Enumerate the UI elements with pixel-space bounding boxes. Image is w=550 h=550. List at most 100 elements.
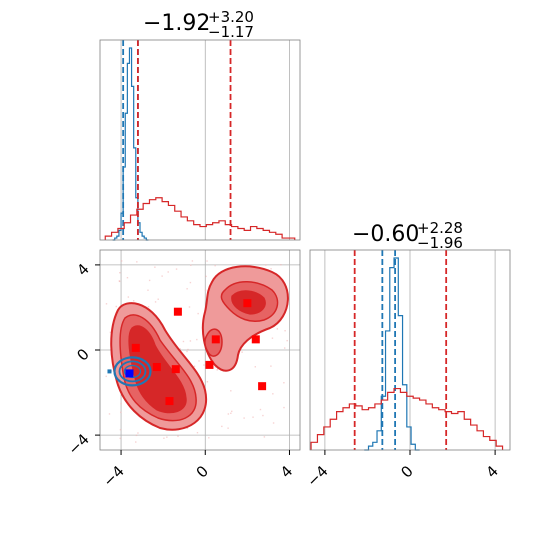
sample-dot — [135, 441, 137, 443]
sample-dot — [186, 350, 188, 353]
sample-dot — [203, 364, 205, 366]
sample-dot — [182, 340, 185, 343]
sample-dot — [283, 382, 285, 384]
sample-dot — [132, 300, 135, 302]
sample-dot — [193, 365, 196, 368]
marginal-y-title: −0.60 — [352, 222, 419, 247]
y-tick-label: 0 — [73, 345, 92, 364]
sample-dot — [177, 435, 179, 438]
sample-dot — [286, 339, 288, 342]
marginal-histogram-x — [99, 39, 301, 241]
sample-dot — [231, 410, 233, 413]
sample-dot — [147, 306, 150, 308]
x-tick-label: 0 — [397, 462, 416, 481]
sample-dot — [154, 266, 156, 268]
sample-dot — [216, 369, 218, 371]
y-tick-label: −4 — [64, 430, 92, 458]
red-marker — [205, 360, 214, 369]
sample-dot — [204, 289, 207, 291]
sample-dot — [270, 268, 272, 270]
sample-dot — [196, 431, 199, 434]
sample-dot — [167, 271, 169, 273]
histogram-series-0 — [364, 257, 420, 451]
sample-dot — [190, 264, 192, 266]
sample-dot — [161, 275, 163, 277]
sample-dot — [179, 348, 181, 350]
sample-dot — [135, 434, 138, 437]
sample-dot — [243, 417, 245, 419]
sample-dot — [227, 413, 230, 415]
sample-dot — [127, 296, 130, 298]
sample-dot — [148, 279, 151, 282]
sample-dot — [108, 413, 111, 415]
sample-dot — [227, 427, 229, 429]
sample-dot — [205, 275, 207, 278]
sample-dot — [272, 422, 275, 424]
red-marker — [243, 299, 252, 308]
sample-dot — [254, 366, 256, 368]
sample-dot — [105, 303, 108, 305]
sample-dot — [188, 306, 191, 308]
sample-dot — [221, 425, 223, 428]
sample-dot — [118, 280, 121, 282]
sample-dot — [191, 260, 194, 262]
x-tick-label: −4 — [303, 462, 331, 490]
sample-dot — [147, 289, 149, 291]
sample-dot — [196, 338, 198, 341]
sample-dot — [110, 370, 113, 372]
joint-contour-plot: −4 0 4 −4 0 4 — [64, 249, 301, 490]
sample-dot — [230, 412, 232, 414]
sample-dot — [137, 432, 139, 434]
sample-dot — [283, 406, 285, 409]
sample-dot — [284, 330, 286, 332]
red-marker — [152, 363, 161, 372]
sample-dot — [119, 272, 121, 274]
sample-dot — [189, 281, 192, 284]
red-marker — [211, 335, 220, 344]
sample-dot — [119, 437, 121, 440]
blue-sample — [107, 369, 112, 374]
sample-dot — [120, 402, 122, 405]
sample-dot — [126, 276, 129, 279]
red-marker — [171, 365, 180, 374]
red-marker — [258, 382, 267, 391]
sample-dot — [263, 436, 266, 438]
marginal-histogram-y: −4 0 4 — [303, 249, 511, 490]
x-tick-label: 0 — [193, 462, 212, 481]
sample-dot — [109, 331, 112, 334]
panel-frame — [99, 39, 301, 241]
sample-dot — [154, 301, 157, 303]
sample-dot — [265, 264, 267, 266]
sample-dot — [283, 347, 286, 349]
sample-dot — [214, 366, 217, 368]
marginal-x-title-minus: −1.17 — [208, 23, 254, 41]
marginal-y-title-plus: +2.28 — [417, 219, 463, 237]
sample-dot — [271, 337, 274, 339]
red-marker — [173, 307, 182, 316]
histogram-series-1 — [310, 387, 504, 450]
sample-dot — [157, 298, 159, 300]
sample-dot — [187, 348, 189, 351]
sample-dot — [206, 260, 208, 262]
sample-dot — [198, 360, 200, 362]
sample-dot — [262, 414, 264, 417]
sample-dot — [115, 305, 117, 308]
sample-dot — [214, 264, 216, 267]
sample-dot — [241, 351, 243, 353]
sample-dot — [208, 437, 210, 439]
sample-dot — [272, 393, 274, 395]
blue-contour — [118, 360, 147, 383]
sample-dot — [259, 408, 262, 411]
x-tick-label: −4 — [100, 462, 128, 490]
x-tick-label: 4 — [277, 462, 296, 481]
sample-dot — [120, 411, 122, 414]
red-marker — [251, 335, 260, 344]
sample-dot — [197, 312, 199, 315]
sample-dot — [186, 427, 189, 430]
sample-dot — [186, 288, 188, 290]
sample-dot — [120, 260, 123, 262]
sample-dot — [206, 381, 209, 383]
sample-dot — [136, 261, 138, 263]
sample-dot — [175, 268, 178, 270]
sample-dot — [105, 375, 107, 378]
